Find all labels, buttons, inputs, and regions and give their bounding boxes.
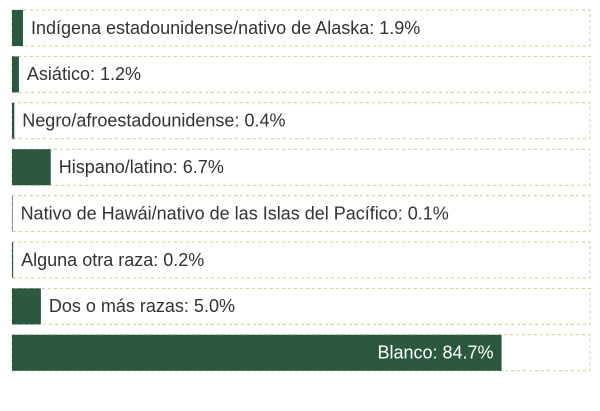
row-box (11, 287, 591, 325)
bar-label: Alguna otra raza: 0.2% (21, 250, 204, 270)
bar-label: Indígena estadounidense/nativo de Alaska… (31, 18, 420, 38)
bar (12, 288, 41, 325)
row-box (11, 55, 591, 93)
row-box (11, 9, 591, 47)
bar-label: Dos o más razas: 5.0% (49, 296, 235, 316)
bar (12, 10, 23, 46)
row-box (11, 195, 591, 233)
bar-label: Asiático: 1.2% (27, 64, 141, 84)
bar-label: Blanco: 84.7% (377, 343, 493, 363)
row-box (11, 148, 591, 186)
bar (12, 102, 15, 139)
bar (12, 149, 51, 186)
row-box (11, 102, 591, 140)
row-box (11, 241, 591, 279)
bar (12, 242, 14, 278)
bar-label: Nativo de Hawái/nativo de las Islas del … (21, 203, 449, 223)
bar (12, 195, 13, 232)
bar-label: Hispano/latino: 6.7% (59, 157, 224, 177)
bar-label: Negro/afroestadounidense: 0.4% (22, 111, 285, 131)
bar (12, 56, 19, 93)
bar (12, 334, 502, 371)
